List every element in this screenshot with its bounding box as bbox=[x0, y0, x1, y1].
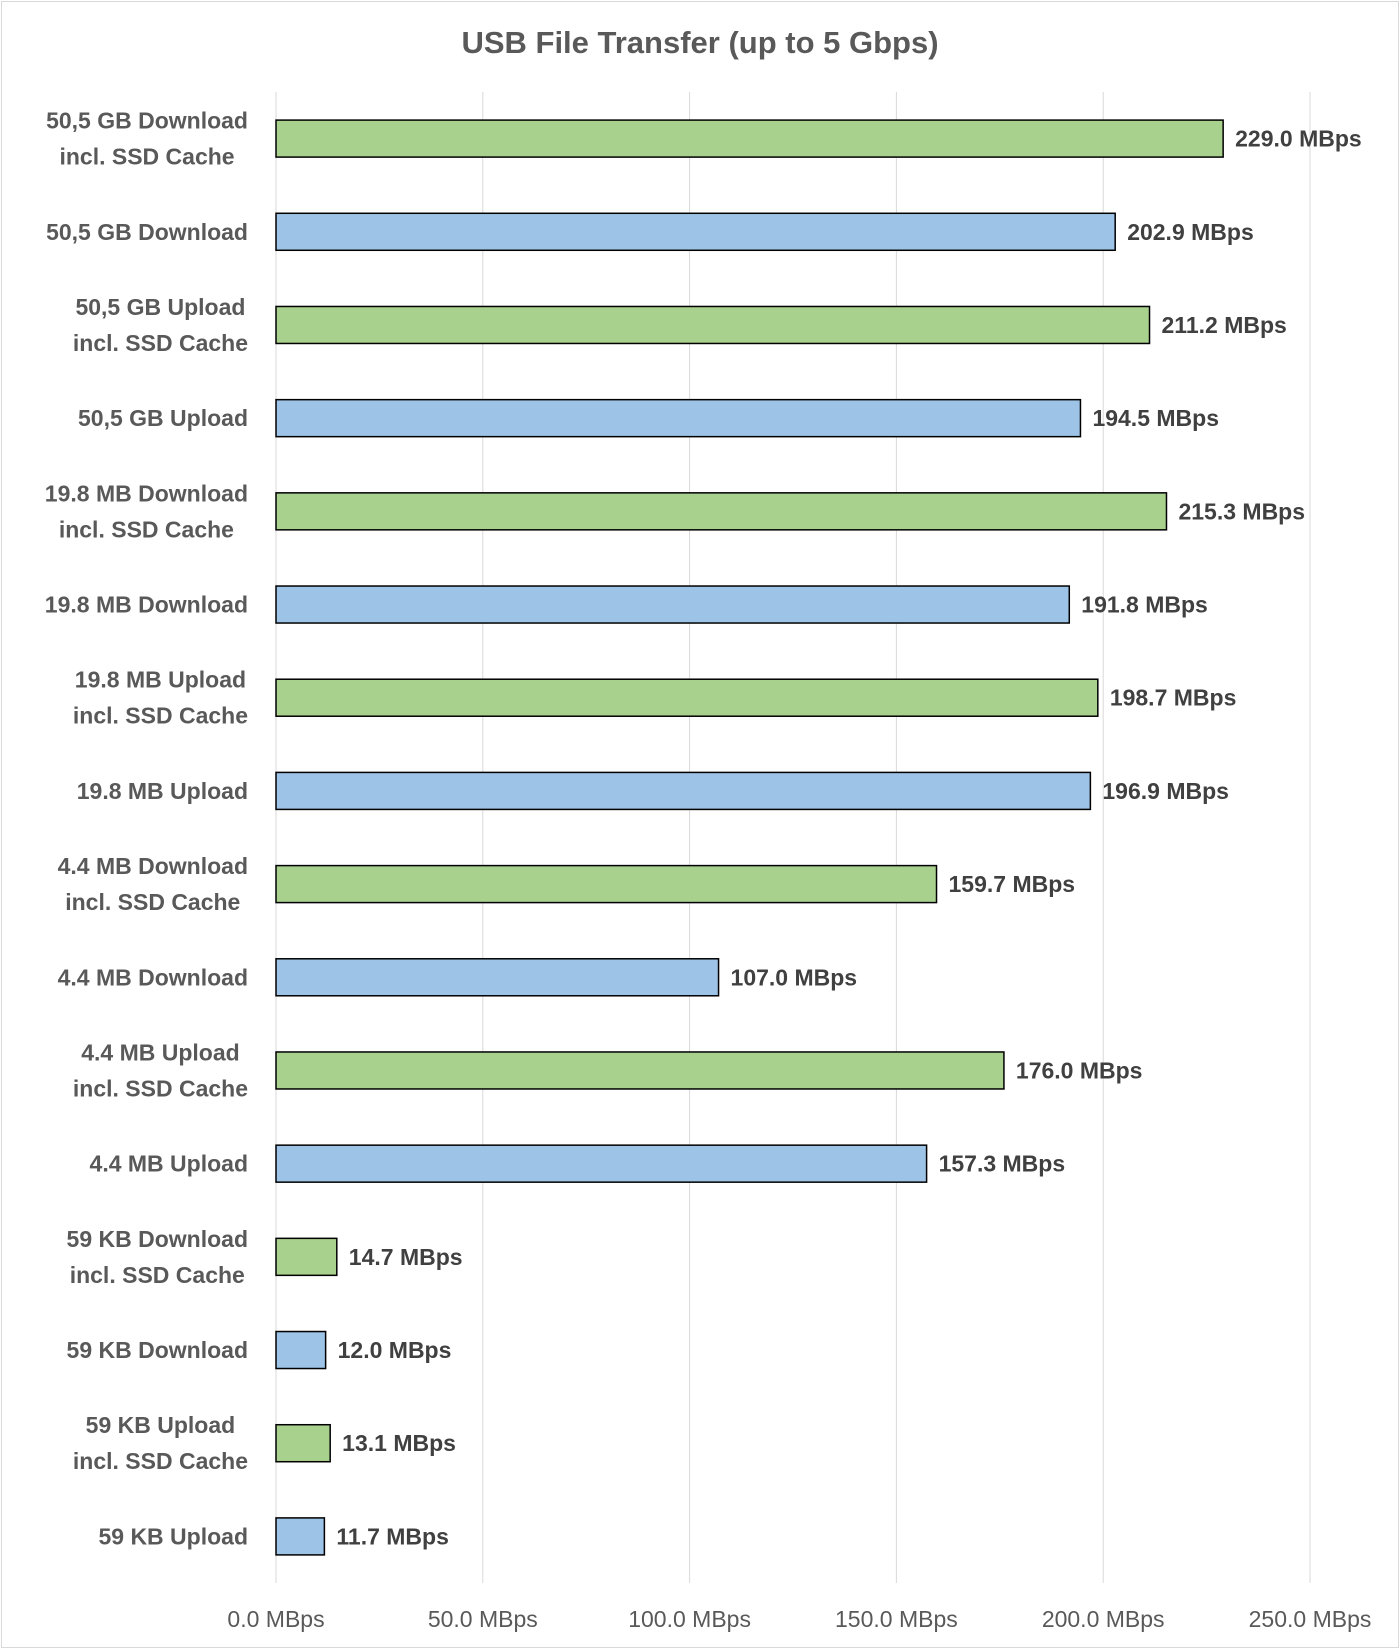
category-label: 19.8 MB Upload bbox=[77, 778, 248, 804]
bar bbox=[275, 119, 1224, 158]
chart-title: USB File Transfer (up to 5 Gbps) bbox=[461, 25, 938, 60]
data-label: 14.7 MBps bbox=[349, 1244, 463, 1270]
data-label: 229.0 MBps bbox=[1235, 126, 1362, 152]
data-label: 196.9 MBps bbox=[1102, 778, 1229, 804]
data-label: 211.2 MBps bbox=[1162, 312, 1287, 338]
category-label: 19.8 MB Upload incl. SSD Cache bbox=[73, 667, 248, 729]
category-label: 59 KB Download incl. SSD Cache bbox=[67, 1226, 248, 1288]
bar bbox=[275, 1330, 327, 1370]
data-label: 215.3 MBps bbox=[1178, 498, 1305, 524]
category-label: 59 KB Upload incl. SSD Cache bbox=[73, 1412, 248, 1474]
data-label: 157.3 MBps bbox=[939, 1151, 1066, 1177]
category-label: 50,5 GB Download bbox=[46, 219, 248, 245]
bar bbox=[275, 1423, 331, 1463]
bar bbox=[275, 585, 1071, 624]
category-label: 50,5 GB Upload bbox=[78, 405, 248, 431]
bar bbox=[275, 1237, 338, 1277]
bar bbox=[275, 771, 1092, 811]
data-label: 13.1 MBps bbox=[342, 1430, 456, 1456]
bar bbox=[275, 492, 1168, 531]
bar bbox=[275, 1517, 326, 1556]
bar bbox=[275, 398, 1082, 438]
x-tick-label: 100.0 MBps bbox=[628, 1606, 751, 1632]
data-label: 107.0 MBps bbox=[731, 964, 858, 990]
category-label: 50,5 GB Download incl. SSD Cache bbox=[46, 108, 248, 170]
x-tick-label: 50.0 MBps bbox=[428, 1606, 538, 1632]
category-label: 4.4 MB Download incl. SSD Cache bbox=[58, 853, 248, 915]
data-label: 202.9 MBps bbox=[1127, 219, 1254, 245]
data-label: 11.7 MBps bbox=[336, 1523, 449, 1549]
data-label: 176.0 MBps bbox=[1016, 1057, 1143, 1083]
category-label: 4.4 MB Upload bbox=[90, 1151, 248, 1177]
category-label: 59 KB Upload bbox=[98, 1523, 248, 1549]
category-label: 4.4 MB Upload incl. SSD Cache bbox=[73, 1039, 248, 1101]
data-label: 159.7 MBps bbox=[949, 871, 1076, 897]
bar bbox=[275, 305, 1151, 345]
bar bbox=[275, 958, 720, 997]
category-label: 4.4 MB Download bbox=[58, 964, 248, 990]
category-label: 50,5 GB Upload incl. SSD Cache bbox=[73, 294, 248, 356]
x-tick-label: 250.0 MBps bbox=[1249, 1606, 1372, 1632]
bar bbox=[275, 212, 1116, 252]
x-tick-label: 150.0 MBps bbox=[835, 1606, 958, 1632]
data-label: 12.0 MBps bbox=[338, 1337, 452, 1363]
data-label: 194.5 MBps bbox=[1092, 405, 1219, 431]
bar bbox=[275, 1051, 1005, 1090]
data-label: 191.8 MBps bbox=[1081, 592, 1208, 618]
bar bbox=[275, 864, 938, 904]
category-label: 59 KB Download bbox=[67, 1337, 248, 1363]
category-label: 19.8 MB Download incl. SSD Cache bbox=[45, 480, 248, 542]
category-label: 19.8 MB Download bbox=[45, 592, 248, 618]
x-tick-label: 0.0 MBps bbox=[227, 1606, 324, 1632]
bar bbox=[275, 1144, 928, 1183]
x-tick-label: 200.0 MBps bbox=[1042, 1606, 1165, 1632]
bar bbox=[275, 678, 1099, 717]
data-label: 198.7 MBps bbox=[1110, 685, 1237, 711]
